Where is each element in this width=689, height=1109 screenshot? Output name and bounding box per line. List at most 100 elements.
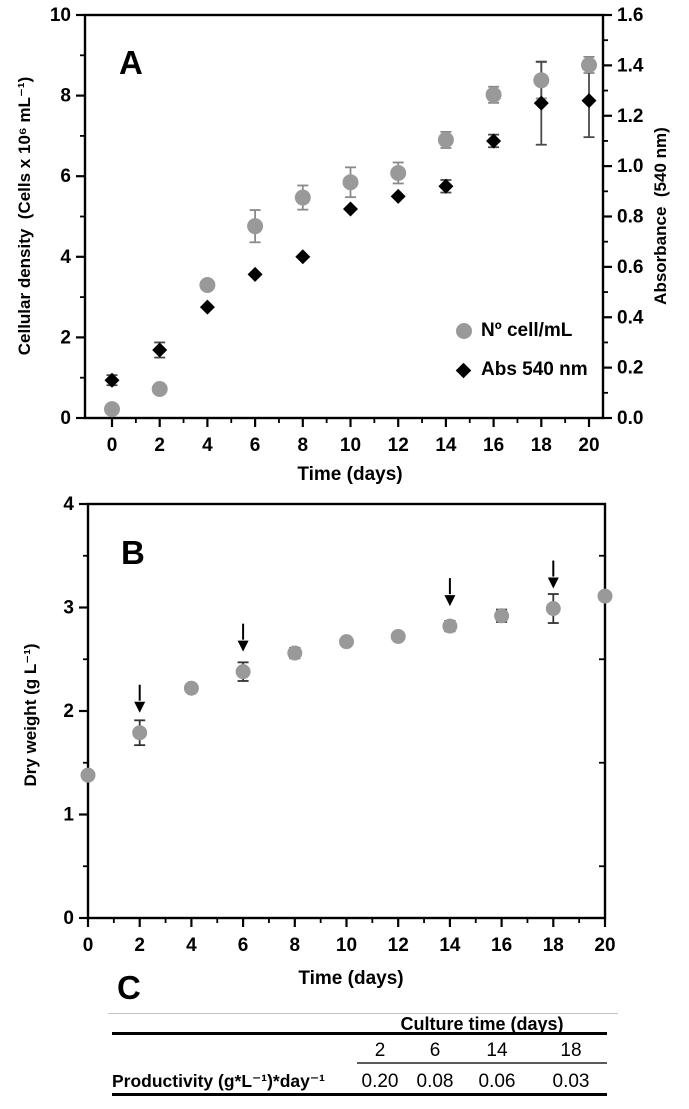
panel-c-label: C: [117, 969, 141, 1006]
chart-a-left-axis-title: Cellular density (Cells x 10⁶ mL⁻¹): [15, 76, 34, 356]
left-axis-tick-label: 4: [60, 247, 71, 268]
right-axis-tick-label: 0.6: [617, 257, 643, 278]
panel-b-label: B: [121, 534, 145, 571]
x-axis-tick-label: 12: [388, 935, 409, 956]
table-top-light-rule: [108, 1013, 618, 1014]
data-point-circle: [132, 725, 148, 741]
data-point-circle: [533, 72, 550, 89]
table-column-header: 6: [429, 1040, 441, 1061]
legend-diamond-marker-icon: [455, 362, 472, 378]
table-row-label: Productivity (g*L⁻¹)*day⁻¹: [112, 1071, 325, 1091]
data-point-circle: [339, 634, 354, 650]
left-axis-tick-label: 10: [50, 5, 71, 26]
table-heavy-rule-bottom: [112, 1093, 607, 1096]
plot-frame: [86, 502, 607, 920]
x-axis-tick-label: 14: [435, 435, 457, 456]
sampling-arrow-head-icon: [444, 595, 456, 607]
panel-a-label: A: [119, 44, 143, 81]
data-point-diamond: [343, 201, 358, 217]
table-column-header: 18: [560, 1040, 582, 1061]
data-point-circle: [545, 601, 561, 617]
data-point-circle: [437, 131, 454, 148]
x-axis-tick-label: 0: [107, 435, 118, 456]
x-axis-tick-label: 16: [491, 935, 512, 956]
table-cell: 0.03: [552, 1071, 590, 1092]
data-point-diamond: [295, 249, 311, 265]
right-axis-tick-label: 1.0: [617, 156, 643, 177]
x-axis-tick-label: 8: [298, 435, 309, 456]
data-point-circle: [183, 680, 199, 696]
data-point-circle: [442, 618, 458, 634]
left-axis-tick-label: 0: [60, 408, 71, 429]
sampling-arrow-head-icon: [237, 640, 249, 652]
legend-circle-marker-icon: [456, 323, 472, 339]
data-point-circle: [342, 174, 359, 191]
table-mid-rule: [357, 1062, 607, 1064]
data-point-circle: [247, 218, 264, 235]
x-axis-tick-label: 18: [543, 935, 564, 956]
right-axis-tick-label: 1.6: [617, 5, 643, 26]
x-axis-tick-label: 18: [531, 435, 552, 456]
data-point-circle: [494, 608, 510, 624]
x-axis-tick-label: 2: [134, 935, 145, 956]
data-point-circle: [151, 380, 168, 397]
x-axis-tick-label: 20: [578, 435, 599, 456]
x-axis-tick-label: 20: [594, 935, 615, 956]
x-axis-tick-label: 4: [202, 435, 213, 456]
right-axis-tick-label: 0.8: [617, 207, 643, 228]
data-point-circle: [597, 588, 613, 604]
right-axis-tick-label: 0.0: [617, 408, 643, 429]
x-axis-tick-label: 12: [388, 435, 409, 456]
x-axis-tick-label: 10: [336, 935, 357, 956]
left-axis-tick-label: 6: [60, 166, 71, 187]
x-axis-tick-label: 6: [238, 935, 249, 956]
x-axis-tick-label: 14: [439, 935, 461, 956]
y-axis-tick-label: 3: [63, 598, 74, 619]
legend-label-abs: Abs 540 nm: [481, 359, 588, 380]
y-axis-tick-label: 1: [63, 805, 74, 826]
data-point-circle: [104, 401, 120, 418]
data-point-circle: [581, 56, 597, 73]
y-axis-tick-label: 4: [63, 494, 74, 515]
right-axis-tick-label: 1.4: [617, 55, 644, 76]
right-axis-tick-label: 0.4: [617, 307, 644, 328]
data-point-circle: [199, 277, 216, 294]
x-axis-tick-label: 16: [483, 435, 504, 456]
chart-b-y-axis-title: Dry weight (g L⁻¹): [21, 643, 40, 787]
data-point-circle: [390, 164, 407, 181]
data-point-diamond: [390, 188, 406, 204]
table-spanner-header: Culture time (days): [400, 1014, 564, 1034]
table-cell: 0.20: [361, 1071, 399, 1092]
data-point-circle: [294, 189, 311, 206]
table-column-header: 2: [374, 1040, 386, 1061]
data-point-diamond: [486, 133, 502, 149]
left-axis-tick-label: 2: [60, 327, 71, 348]
table-cell: 0.06: [478, 1071, 516, 1092]
panel-a-plot: 0 2 4 6 8 10 0.0 0.2 0.4 0.6 0.8 1.0 1.2 1.4 1.6 0 2 4 6 8 1…: [50, 5, 644, 456]
chart-a-x-axis-title: Time (days): [297, 464, 403, 485]
x-axis-tick-label: 0: [83, 935, 94, 956]
data-point-diamond: [533, 95, 549, 111]
right-axis-tick-label: 1.2: [617, 106, 643, 127]
x-axis-tick-label: 10: [340, 435, 361, 456]
legend-item-abs: Abs 540 nm: [455, 359, 588, 381]
data-point-diamond: [199, 299, 215, 315]
legend-label-cells: Nº cell/mL: [481, 320, 573, 341]
left-axis-tick-label: 8: [60, 86, 71, 107]
table-cell: 0.08: [416, 1071, 454, 1092]
data-point-circle: [235, 664, 251, 680]
chart-b-x-axis-title: Time (days): [298, 968, 404, 989]
x-axis-tick-label: 6: [250, 435, 261, 456]
data-point-circle: [80, 767, 96, 783]
data-point-diamond: [152, 342, 168, 358]
chart-a-right-axis-title: Absorbance (540 nm): [651, 127, 670, 305]
right-axis-tick-label: 0.2: [617, 358, 643, 379]
x-axis-tick-label: 8: [290, 935, 301, 956]
legend-item-cells: Nº cell/mL: [456, 320, 588, 342]
data-point-diamond: [581, 93, 597, 109]
x-axis-tick-label: 2: [154, 435, 165, 456]
chart-a-legend: Nº cell/mL Abs 540 nm: [455, 320, 588, 381]
x-axis-tick-label: 4: [186, 935, 197, 956]
